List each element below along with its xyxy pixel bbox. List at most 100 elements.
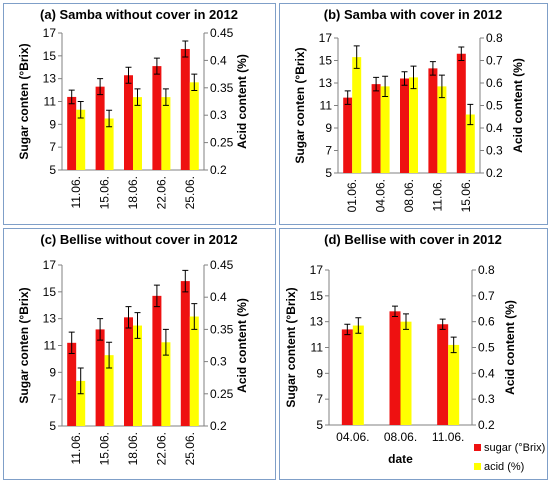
legend-label-sugar: sugar (°Brix)	[484, 442, 545, 454]
x-tick-label: 11.06.	[430, 179, 444, 211]
sugar-bar	[180, 281, 190, 426]
y2-tick-label: 0.35	[210, 81, 234, 95]
x-axis-label: date	[388, 452, 413, 466]
sugar-error-bar	[458, 46, 465, 61]
acid-error-bar	[191, 73, 198, 92]
acid-bar	[133, 97, 142, 170]
chart-panel-3: (c) Bellise without cover in 2012 5 7 9 11 13…	[3, 228, 276, 480]
acid-bar	[76, 109, 86, 170]
acid-error-bar	[410, 65, 417, 90]
y-tick-label: 11	[311, 341, 324, 355]
y-tick-label: 17	[43, 26, 57, 40]
sugar-error-bar	[68, 331, 75, 355]
y2-tick-label: 0.4	[210, 290, 227, 304]
y-tick-label: 17	[43, 258, 57, 272]
acid-bar	[133, 325, 142, 426]
y-tick-label: 17	[319, 31, 333, 45]
sugar-error-bar	[439, 318, 446, 330]
acid-bar	[465, 114, 475, 173]
chart-title: (d) Bellise with cover in 2012	[324, 232, 502, 247]
y-tick-label: 17	[310, 263, 324, 277]
y-axis-label: Sugar conten (°Brix)	[17, 43, 31, 159]
y2-tick-label: 0.3	[210, 108, 227, 122]
sugar-bar	[400, 78, 409, 173]
y-axis-label: Sugar content (°Brix)	[284, 287, 298, 407]
sugar-error-bar	[373, 76, 380, 92]
y-tick-label: 7	[49, 140, 56, 154]
acid-bar	[448, 344, 460, 425]
x-tick-label: 15.06.	[459, 179, 473, 212]
y2-tick-label: 0.2	[210, 163, 227, 177]
y2-tick-label: 0.25	[210, 136, 234, 150]
acid-bar	[104, 118, 114, 170]
acid-error-bar	[106, 109, 113, 128]
acid-error-bar	[467, 103, 474, 126]
sugar-error-bar	[344, 323, 351, 336]
y-tick-label: 11	[320, 99, 333, 113]
y2-tick-label: 0.6	[486, 76, 503, 90]
y-tick-label: 5	[316, 418, 323, 432]
acid-error-bar	[450, 336, 457, 354]
sugar-bar	[437, 324, 449, 425]
sugar-bar	[428, 68, 438, 173]
sugar-error-bar	[125, 66, 132, 84]
y2-tick-label: 0.3	[478, 392, 495, 406]
y2-tick-label: 0.4	[210, 53, 227, 67]
acid-bar	[437, 86, 447, 173]
sugar-error-bar	[153, 57, 160, 75]
x-tick-label: 11.06.	[69, 176, 83, 208]
sugar-error-bar	[182, 269, 189, 293]
sugar-error-bar	[182, 40, 189, 58]
y-tick-label: 15	[43, 49, 57, 63]
y-tick-label: 5	[325, 166, 332, 180]
acid-bar	[400, 321, 412, 425]
acid-bar	[409, 77, 418, 173]
y2-tick-label: 0.5	[486, 99, 503, 113]
acid-error-bar	[77, 367, 84, 395]
y-tick-label: 13	[43, 312, 57, 326]
y2-tick-label: 0.45	[210, 26, 234, 40]
y2-tick-label: 0.45	[210, 258, 234, 272]
acid-bar	[352, 325, 364, 425]
y2-tick-label: 0.3	[210, 355, 227, 369]
acid-error-bar	[162, 328, 169, 356]
y2-tick-label: 0.7	[486, 54, 503, 68]
sugar-bar	[180, 48, 190, 170]
y2-tick-label: 0.8	[478, 263, 495, 277]
acid-bar	[161, 97, 171, 170]
sugar-bar	[389, 311, 401, 425]
sugar-error-bar	[97, 78, 104, 96]
sugar-error-bar	[68, 89, 75, 105]
acid-error-bar	[403, 313, 409, 330]
chart-title: (a) Samba without cover in 2012	[40, 7, 238, 22]
sugar-error-bar	[125, 306, 132, 329]
y2-tick-label: 0.5	[478, 341, 495, 355]
sugar-error-bar	[429, 61, 436, 76]
acid-bar	[380, 86, 390, 173]
acid-error-bar	[134, 312, 141, 339]
y-tick-label: 7	[316, 392, 323, 406]
sugar-bar	[456, 53, 466, 173]
acid-bar	[352, 57, 362, 173]
x-tick-label: 18.06.	[126, 432, 140, 465]
y-tick-label: 9	[49, 365, 56, 379]
y2-tick-label: 0.2	[478, 418, 495, 432]
acid-error-bar	[162, 88, 169, 106]
sugar-error-bar	[153, 284, 160, 308]
y-tick-label: 11	[44, 339, 57, 353]
y2-tick-label: 0.3	[486, 144, 503, 158]
acid-bar	[189, 82, 199, 170]
y-tick-label: 9	[316, 366, 323, 380]
y-tick-label: 13	[319, 76, 333, 90]
sugar-bar	[152, 295, 162, 426]
x-tick-label: 22.06.	[154, 432, 168, 465]
y2-tick-label: 0.2	[210, 419, 227, 433]
y2-tick-label: 0.4	[486, 121, 503, 135]
acid-bar	[161, 342, 171, 426]
acid-bar	[189, 316, 199, 426]
legend-swatch-sugar	[474, 444, 481, 451]
chart-panel-2: (b) Samba with cover in 2012 5 7 9 11 13 15 17 0…	[279, 3, 548, 225]
legend-swatch-acid	[474, 463, 481, 470]
